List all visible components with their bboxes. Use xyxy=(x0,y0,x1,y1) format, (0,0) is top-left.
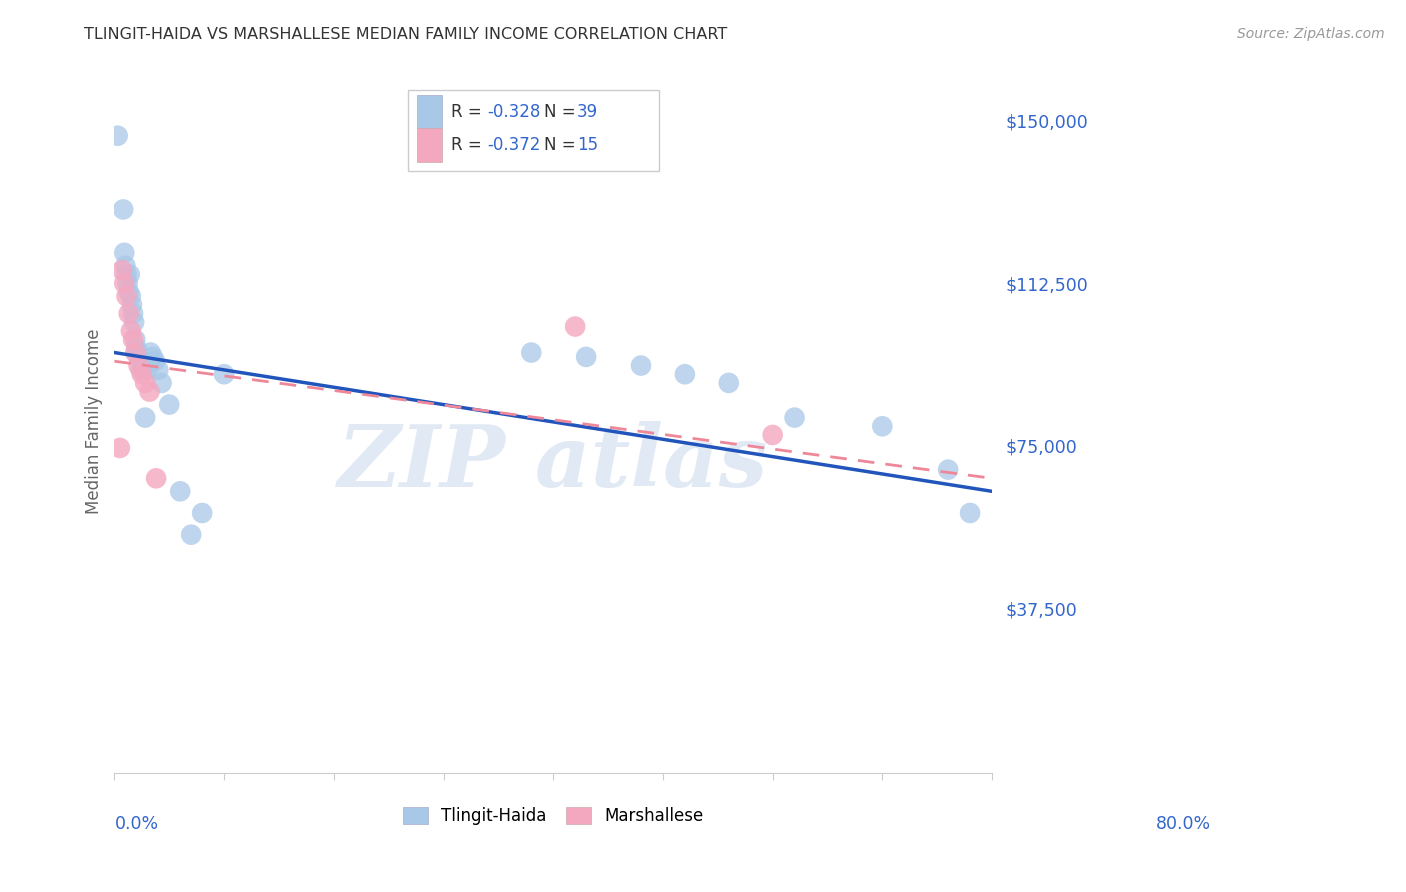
Point xyxy=(118,306,141,320)
Point xyxy=(134,410,156,425)
Point xyxy=(180,527,202,541)
Point xyxy=(520,345,543,359)
Point xyxy=(145,471,167,485)
Text: $150,000: $150,000 xyxy=(1005,113,1088,132)
FancyBboxPatch shape xyxy=(418,95,441,128)
Point xyxy=(124,333,146,347)
Point xyxy=(157,398,180,412)
Point xyxy=(125,341,148,355)
Text: 15: 15 xyxy=(576,136,598,154)
Text: -0.372: -0.372 xyxy=(488,136,541,154)
Text: N =: N = xyxy=(544,103,581,120)
Text: $75,000: $75,000 xyxy=(1005,439,1077,457)
Text: 0.0%: 0.0% xyxy=(114,815,159,833)
Point xyxy=(112,276,135,290)
Point xyxy=(115,268,138,282)
Point xyxy=(129,363,152,377)
Point xyxy=(128,359,150,373)
Point xyxy=(148,363,170,377)
Text: Source: ZipAtlas.com: Source: ZipAtlas.com xyxy=(1237,27,1385,41)
Text: R =: R = xyxy=(450,136,486,154)
Point xyxy=(630,359,652,373)
Point xyxy=(107,128,129,143)
Point xyxy=(122,333,145,347)
Point xyxy=(127,345,149,359)
Text: TLINGIT-HAIDA VS MARSHALLESE MEDIAN FAMILY INCOME CORRELATION CHART: TLINGIT-HAIDA VS MARSHALLESE MEDIAN FAMI… xyxy=(84,27,728,42)
Point xyxy=(872,419,894,434)
Point xyxy=(142,350,165,364)
Point xyxy=(134,376,156,390)
Point xyxy=(150,376,173,390)
Text: 39: 39 xyxy=(576,103,598,120)
Point xyxy=(122,315,145,329)
Point xyxy=(131,368,153,382)
Point xyxy=(117,276,139,290)
Text: $112,500: $112,500 xyxy=(1005,277,1088,294)
Point xyxy=(120,289,142,303)
Point xyxy=(108,441,131,455)
Point xyxy=(122,306,145,320)
Point xyxy=(783,410,806,425)
Legend: Tlingit-Haida, Marshallese: Tlingit-Haida, Marshallese xyxy=(402,806,704,825)
Point xyxy=(575,350,598,364)
FancyBboxPatch shape xyxy=(418,128,441,162)
Point xyxy=(717,376,740,390)
Text: R =: R = xyxy=(450,103,486,120)
Point xyxy=(111,263,134,277)
Point xyxy=(128,350,150,364)
Text: 80.0%: 80.0% xyxy=(1156,815,1212,833)
Point xyxy=(959,506,981,520)
Text: $37,500: $37,500 xyxy=(1005,601,1077,620)
FancyBboxPatch shape xyxy=(408,90,658,170)
Text: N =: N = xyxy=(544,136,581,154)
Point xyxy=(114,259,136,273)
Point xyxy=(121,298,143,312)
Point xyxy=(118,285,141,299)
Point xyxy=(762,428,785,442)
Point xyxy=(169,484,191,499)
Point xyxy=(564,319,586,334)
Point xyxy=(936,463,959,477)
Point xyxy=(673,368,696,382)
Point xyxy=(115,289,138,303)
Point xyxy=(143,354,166,368)
Point xyxy=(139,345,162,359)
Text: ZIP atlas: ZIP atlas xyxy=(337,421,769,505)
Point xyxy=(120,324,142,338)
Point xyxy=(136,363,159,377)
Point xyxy=(212,368,235,382)
Point xyxy=(124,345,146,359)
Point xyxy=(118,268,141,282)
Point xyxy=(138,384,160,399)
Point xyxy=(191,506,214,520)
Text: -0.328: -0.328 xyxy=(488,103,541,120)
Y-axis label: Median Family Income: Median Family Income xyxy=(86,328,103,514)
Point xyxy=(132,354,155,368)
Point xyxy=(112,202,135,217)
Point xyxy=(112,245,135,260)
